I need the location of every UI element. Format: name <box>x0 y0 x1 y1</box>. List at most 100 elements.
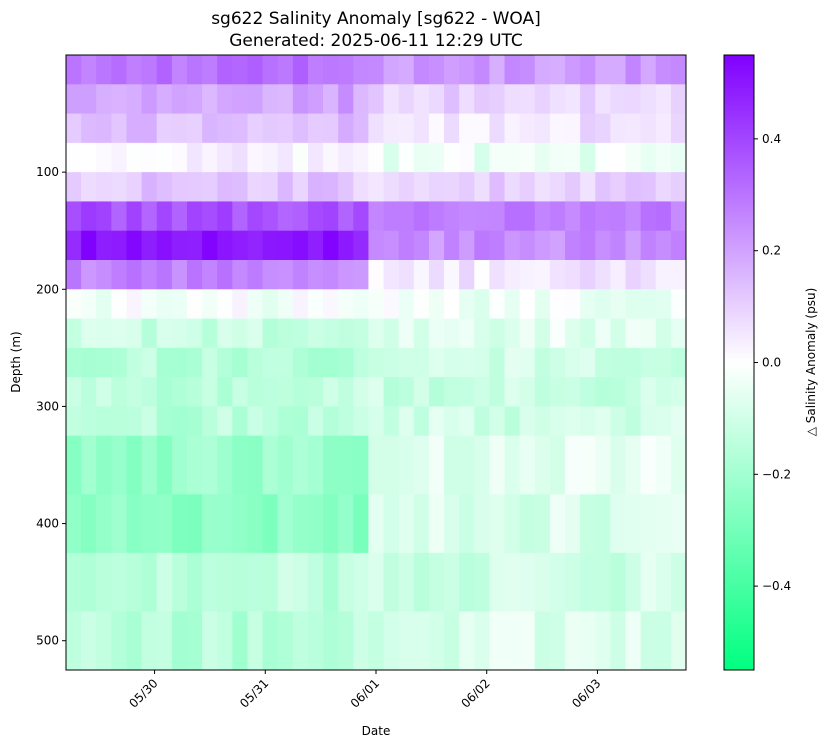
heatmap-cell <box>474 552 491 613</box>
heatmap-cell <box>640 201 657 232</box>
heatmap-cell <box>625 494 642 554</box>
heatmap-cell <box>444 377 460 408</box>
heatmap-cell <box>262 377 279 408</box>
heatmap-cell <box>292 494 309 554</box>
heatmap-cell <box>565 611 581 670</box>
heatmap-cell <box>610 494 627 554</box>
heatmap-cell <box>277 230 294 261</box>
heatmap-cell <box>504 142 521 173</box>
heatmap-cell <box>202 172 218 203</box>
heatmap-cell <box>353 318 370 349</box>
heatmap-cell <box>398 611 415 670</box>
heatmap-cell <box>383 172 400 203</box>
heatmap-cell <box>565 494 581 554</box>
heatmap-cell <box>413 201 430 232</box>
heatmap-cell <box>111 55 128 85</box>
heatmap-cell <box>474 289 491 320</box>
y-tick-label: 300 <box>36 399 59 413</box>
heatmap-cell <box>474 435 491 495</box>
heatmap-cell <box>156 494 173 554</box>
heatmap-cell <box>81 201 97 232</box>
heatmap-cell <box>565 172 581 203</box>
heatmap-cell <box>474 55 491 85</box>
heatmap-cell <box>398 142 415 173</box>
heatmap-cell <box>640 347 657 378</box>
heatmap-cell <box>519 172 536 203</box>
heatmap-cell <box>277 289 294 320</box>
heatmap-cell <box>262 201 279 232</box>
heatmap-cell <box>292 201 309 232</box>
heatmap-cell <box>171 406 188 437</box>
heatmap-cell <box>368 84 385 115</box>
heatmap-cell <box>398 201 415 232</box>
heatmap-cell <box>217 552 233 613</box>
heatmap-cell <box>338 172 354 203</box>
heatmap-cell <box>323 347 339 378</box>
heatmap-cell <box>141 201 158 232</box>
heatmap-cell <box>171 377 188 408</box>
heatmap-cell <box>292 84 309 115</box>
x-axis-label: Date <box>362 724 391 738</box>
heatmap-cell <box>111 494 128 554</box>
heatmap-cell <box>565 435 581 495</box>
heatmap-cell <box>202 84 218 115</box>
heatmap-cell <box>262 230 279 261</box>
heatmap-cell <box>353 230 370 261</box>
heatmap-cell <box>489 552 506 613</box>
heatmap-cell <box>368 230 385 261</box>
heatmap-cell <box>277 435 294 495</box>
heatmap-cell <box>504 435 521 495</box>
heatmap-cell <box>307 55 324 85</box>
heatmap-cell <box>625 113 642 144</box>
heatmap-cell <box>141 318 158 349</box>
heatmap-cell <box>202 230 218 261</box>
heatmap-cell <box>232 84 249 115</box>
heatmap-cell <box>640 318 657 349</box>
heatmap-cell <box>670 113 686 144</box>
heatmap-cell <box>66 142 82 173</box>
heatmap-cell <box>383 260 400 290</box>
heatmap-cell <box>323 318 339 349</box>
heatmap-cell <box>580 377 596 408</box>
heatmap-cell <box>459 84 475 115</box>
heatmap-cell <box>202 260 218 290</box>
heatmap-cell <box>338 289 354 320</box>
heatmap-cell <box>519 494 536 554</box>
heatmap-cell <box>232 347 249 378</box>
heatmap-cell <box>444 142 460 173</box>
heatmap-cell <box>156 260 173 290</box>
heatmap-cell <box>96 406 112 437</box>
heatmap-cell <box>610 289 627 320</box>
heatmap-cell <box>186 113 203 144</box>
heatmap-cell <box>126 201 143 232</box>
heatmap-cell <box>307 406 324 437</box>
heatmap-cell <box>81 289 97 320</box>
heatmap-cell <box>534 230 551 261</box>
heatmap-cell <box>489 172 506 203</box>
heatmap-cell <box>625 289 642 320</box>
heatmap-cell <box>474 260 491 290</box>
heatmap-cell <box>549 172 566 203</box>
heatmap-cell <box>323 494 339 554</box>
heatmap-cell <box>307 347 324 378</box>
heatmap-cell <box>141 260 158 290</box>
heatmap-cell <box>474 84 491 115</box>
heatmap-cell <box>96 377 112 408</box>
chart-title: sg622 Salinity Anomaly [sg622 - WOA] <box>211 9 541 29</box>
heatmap-cell <box>383 113 400 144</box>
heatmap-cell <box>444 318 460 349</box>
heatmap-cell <box>413 377 430 408</box>
heatmap-cell <box>519 230 536 261</box>
heatmap-cell <box>534 113 551 144</box>
heatmap-cell <box>66 84 82 115</box>
heatmap-cell <box>66 377 82 408</box>
heatmap-cell <box>640 377 657 408</box>
heatmap-cell <box>141 377 158 408</box>
heatmap-cell <box>353 611 370 670</box>
heatmap-cell <box>428 494 445 554</box>
heatmap-cell <box>444 289 460 320</box>
heatmap-cell <box>580 55 596 85</box>
heatmap-cell <box>655 84 672 115</box>
heatmap-cell <box>474 494 491 554</box>
heatmap-cell <box>459 318 475 349</box>
